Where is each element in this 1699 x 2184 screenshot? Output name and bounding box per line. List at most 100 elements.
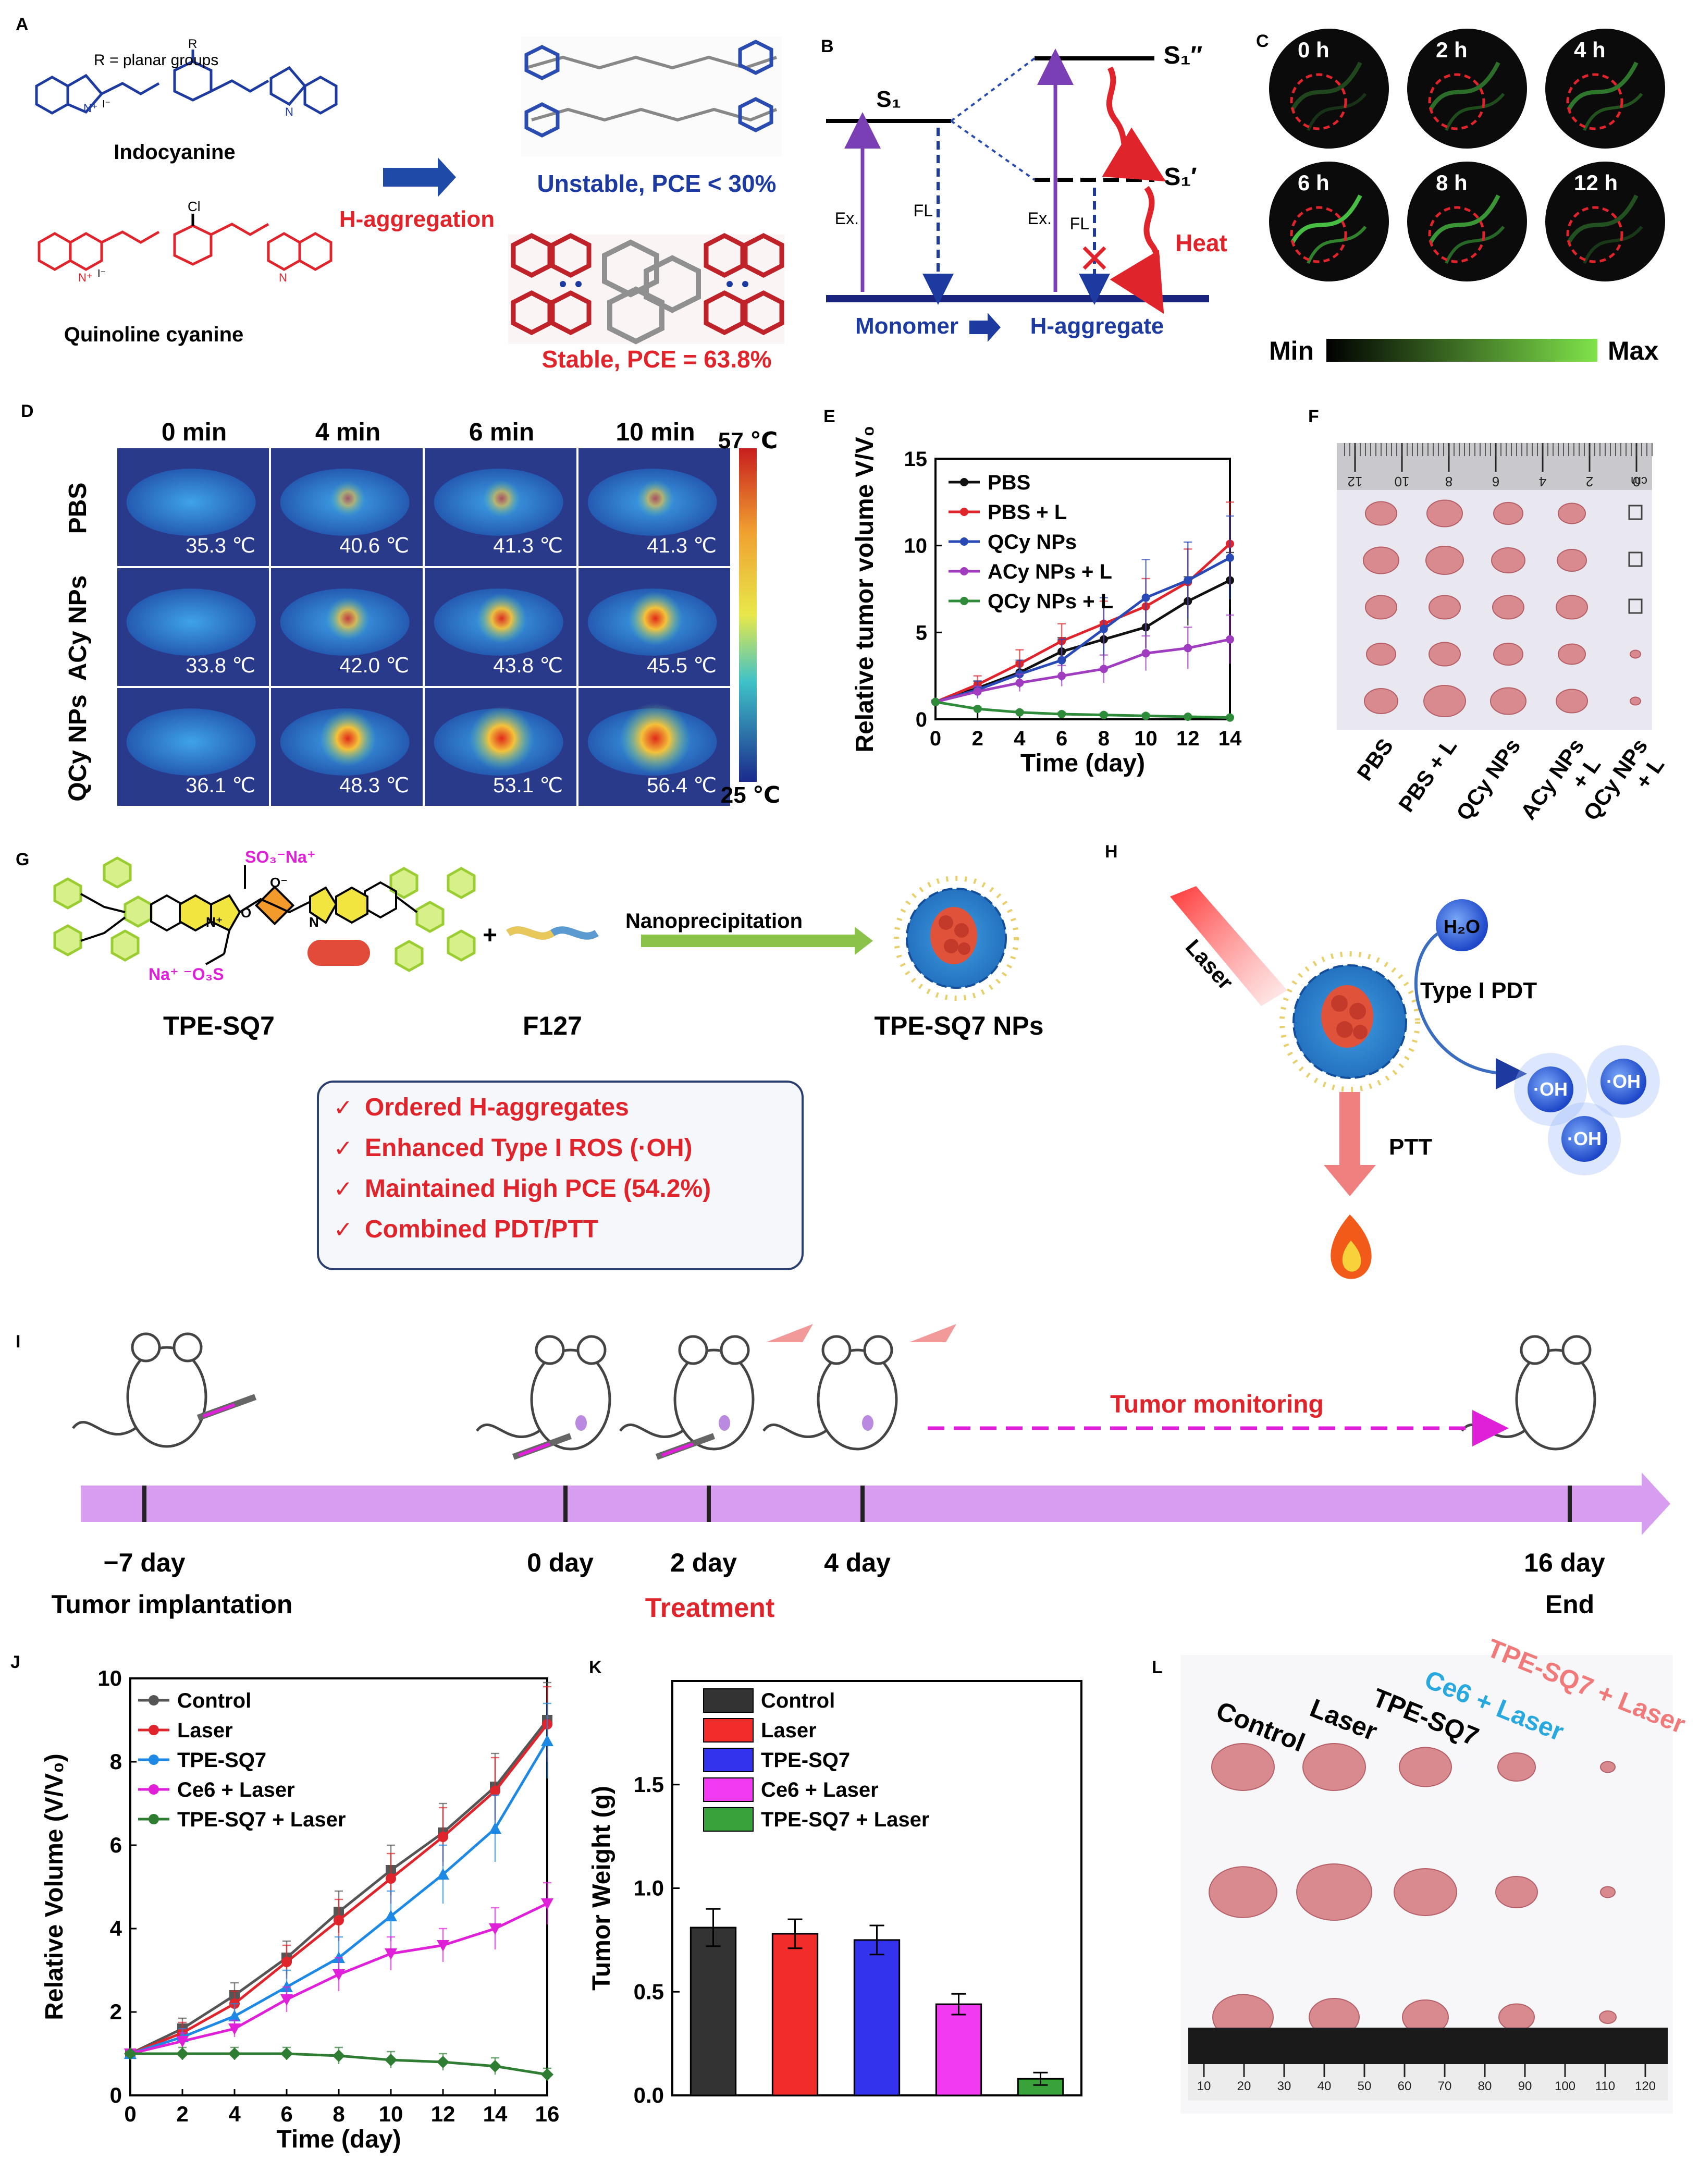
mouse-tail bbox=[72, 1420, 137, 1436]
ruler-mark-label: 0 bbox=[1633, 474, 1640, 489]
legend-label: Laser bbox=[761, 1719, 817, 1742]
water-label: H₂O bbox=[1444, 916, 1480, 937]
tumor bbox=[1630, 649, 1641, 659]
x-tick-label: 6 bbox=[1056, 727, 1067, 750]
tumor bbox=[1302, 1743, 1366, 1791]
tpe-sq7-n: N bbox=[309, 914, 319, 930]
x-axis-label: Time (day) bbox=[1020, 750, 1145, 777]
mouse-icon bbox=[530, 1348, 611, 1451]
type1-pdt-label: Type I PDT bbox=[1420, 978, 1537, 1003]
time-column-label: 10 min bbox=[615, 419, 695, 446]
y-tick-label: 0.0 bbox=[634, 2083, 664, 2107]
tumor bbox=[1493, 643, 1523, 666]
data-point bbox=[1226, 635, 1234, 644]
data-point bbox=[334, 1915, 344, 1925]
ruler-mark-label: 2 bbox=[1586, 474, 1593, 489]
fluorescence-signal bbox=[1567, 194, 1639, 243]
ruler-mark-label: 10 bbox=[1197, 2079, 1211, 2093]
temperature-label: 41.3 ℃ bbox=[493, 534, 563, 557]
group-label: QCy NPs bbox=[1451, 734, 1525, 825]
time-label: 12 h bbox=[1574, 170, 1618, 195]
data-point bbox=[1184, 576, 1192, 585]
h-aggregate-label: H-aggregate bbox=[1030, 313, 1164, 339]
panel-g: G bbox=[16, 848, 1044, 1270]
check-icon: ✓ bbox=[334, 1095, 353, 1121]
tumor bbox=[1497, 1752, 1536, 1782]
indocyanine-iodide: I⁻ bbox=[102, 99, 110, 110]
y-tick-label: 0 bbox=[110, 2083, 122, 2107]
data-point bbox=[489, 2060, 501, 2072]
indocyanine-label: Indocyanine bbox=[114, 141, 235, 164]
quinoline-label: Quinoline cyanine bbox=[64, 323, 244, 346]
x-tick-label: 2 bbox=[972, 727, 983, 750]
ex-left-label: Ex. bbox=[835, 209, 859, 228]
tpe-sq7-n-plus: N⁺ bbox=[206, 914, 223, 930]
data-point bbox=[176, 2036, 189, 2047]
tumor bbox=[1558, 502, 1586, 524]
time-label: 2 h bbox=[1436, 38, 1468, 62]
data-point bbox=[124, 2047, 137, 2060]
quinoline-iodide: I⁻ bbox=[97, 268, 106, 279]
tumor bbox=[1491, 547, 1525, 573]
tumor bbox=[1599, 2010, 1617, 2024]
x-tick-label: 4 bbox=[1014, 727, 1026, 750]
data-point bbox=[541, 1735, 553, 1746]
tumor bbox=[1366, 643, 1396, 666]
oh-label-1: ·OH bbox=[1533, 1078, 1568, 1100]
thermal-image-grid: 0 min 4 min 6 min 10 min PBS 35.3 ℃ 40.6 ℃ 41.3… bbox=[64, 419, 730, 806]
data-point bbox=[1184, 644, 1192, 653]
check-icon: ✓ bbox=[334, 1217, 353, 1243]
tumor bbox=[1209, 1866, 1277, 1918]
tumor bbox=[1557, 549, 1587, 572]
panel-label-d: D bbox=[21, 401, 34, 421]
type1-pdt-arrow bbox=[1414, 931, 1527, 1089]
tumor bbox=[1365, 595, 1397, 620]
tumor bbox=[1399, 1747, 1452, 1787]
panel-label-g: G bbox=[16, 850, 29, 869]
quinoline-n: N bbox=[279, 271, 287, 284]
scale-max-label: Max bbox=[1608, 336, 1658, 365]
fire-icon bbox=[1331, 1214, 1372, 1279]
bar bbox=[771, 1933, 819, 2096]
mouse-tail bbox=[476, 1423, 540, 1439]
x-tick-label: 0 bbox=[124, 2102, 136, 2126]
ruler-mark-label: 60 bbox=[1398, 2079, 1412, 2093]
tumor-region-marker bbox=[1290, 73, 1347, 130]
ruler-mark-label: 6 bbox=[1492, 474, 1499, 489]
legend-label: PBS bbox=[988, 471, 1030, 494]
tumor bbox=[1556, 595, 1588, 620]
tumor bbox=[1429, 595, 1461, 620]
fluorescence-signal bbox=[1567, 62, 1639, 111]
benefit-item: Ordered H-aggregates bbox=[365, 1094, 629, 1121]
data-point bbox=[280, 1994, 293, 2006]
panel-label-h: H bbox=[1105, 842, 1118, 862]
data-point bbox=[489, 1822, 501, 1834]
legend-label: Ce6 + Laser bbox=[761, 1778, 879, 1801]
s1-prime-label: S₁′ bbox=[1164, 163, 1197, 191]
y-tick-label: 5 bbox=[916, 621, 927, 644]
hot-spot bbox=[476, 593, 527, 644]
data-point bbox=[438, 1832, 448, 1842]
tumor bbox=[1600, 1761, 1616, 1773]
tpe-sq7-o-minus: O⁻ bbox=[270, 875, 288, 890]
fl-left-label: FL bbox=[914, 201, 933, 220]
bar bbox=[853, 1939, 901, 2096]
group-row-label: PBS bbox=[64, 483, 92, 534]
fluorescence-signal bbox=[1290, 194, 1362, 243]
temperature-label: 43.8 ℃ bbox=[493, 654, 563, 677]
panel-c: C 0 h 2 h 4 h 6 h 8 h 12 h Min Max bbox=[1256, 29, 1665, 365]
fluorescence-scale-bar bbox=[1326, 339, 1597, 362]
hot-spot bbox=[469, 706, 534, 771]
cl-atom: Cl bbox=[188, 199, 201, 214]
group-label: PBS bbox=[1352, 734, 1398, 785]
legend-marker bbox=[149, 1784, 159, 1795]
ruler-mark-label: 8 bbox=[1445, 474, 1452, 489]
ruler-mark-label: 90 bbox=[1518, 2079, 1532, 2093]
data-point bbox=[1226, 713, 1234, 722]
empty-marker bbox=[1628, 505, 1643, 520]
legend-swatch bbox=[703, 1718, 754, 1743]
benefit-item: Enhanced Type I ROS (·OH) bbox=[365, 1134, 693, 1162]
data-point bbox=[385, 1910, 397, 1921]
